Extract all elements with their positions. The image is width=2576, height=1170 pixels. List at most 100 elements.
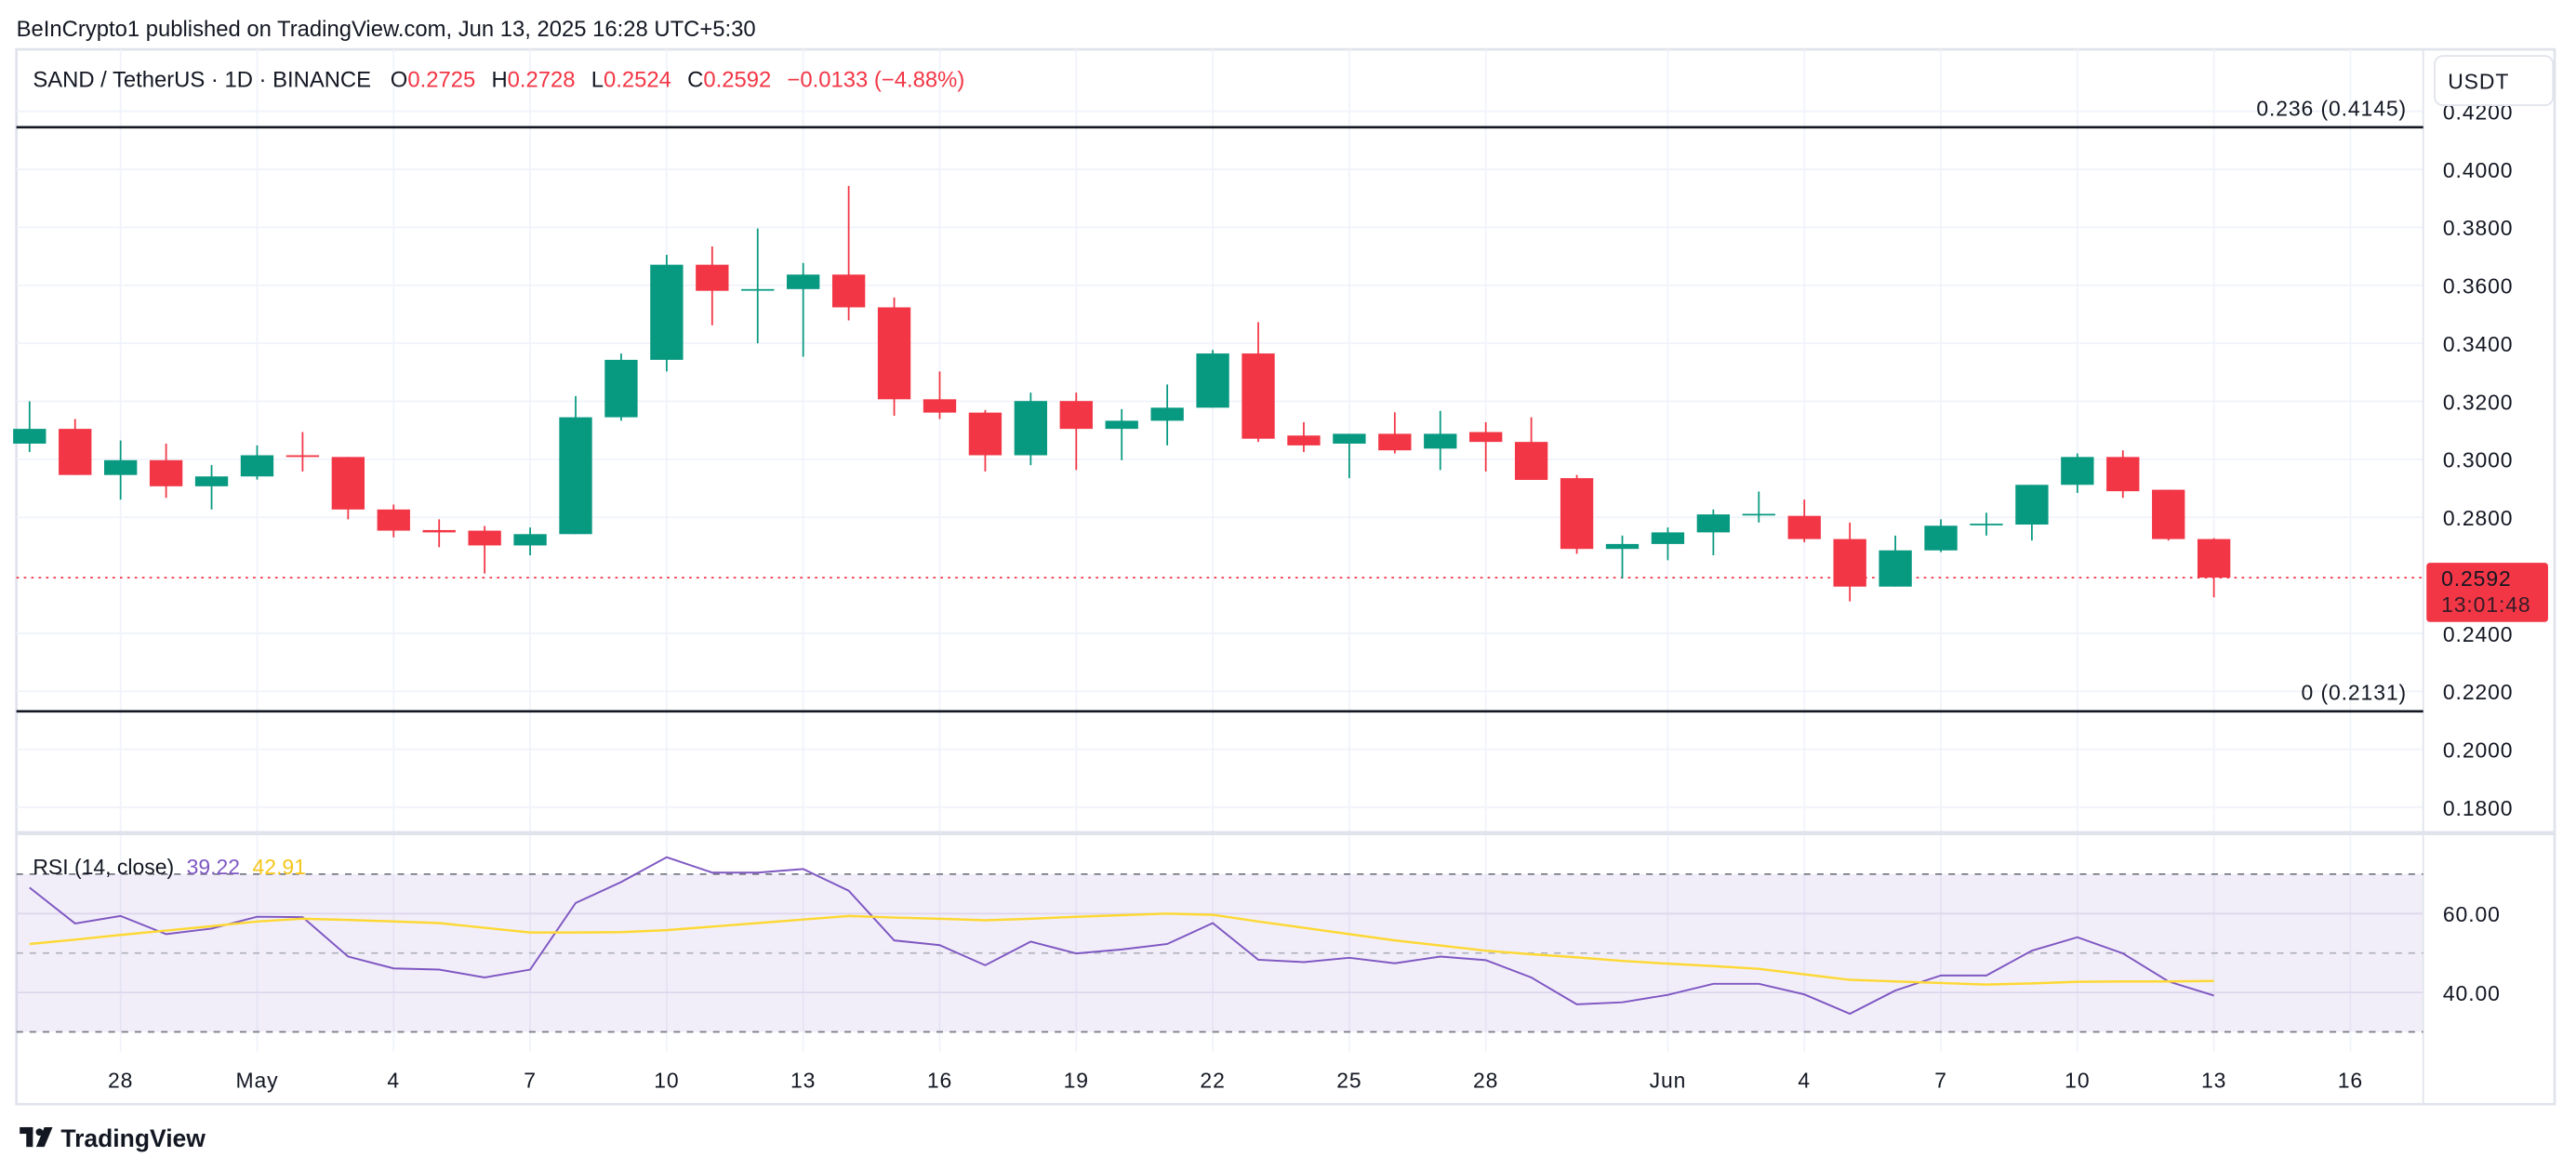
time-tick: 7 bbox=[524, 1069, 537, 1093]
time-tick: 4 bbox=[1798, 1069, 1811, 1093]
candle-body bbox=[1333, 433, 1366, 445]
tradingview-logo-icon bbox=[20, 1126, 53, 1148]
open-label: O bbox=[391, 68, 408, 93]
time-tick: Jun bbox=[1650, 1069, 1687, 1093]
time-tick: 28 bbox=[108, 1069, 133, 1093]
close-value: 0.2592 bbox=[703, 68, 771, 93]
candle-body bbox=[1924, 525, 1958, 551]
candle bbox=[1242, 322, 1275, 443]
price-tick: 0.3800 bbox=[2443, 216, 2514, 240]
time-tick: 16 bbox=[2338, 1069, 2363, 1093]
rsi-band-fill bbox=[16, 873, 2423, 1032]
candle bbox=[1150, 384, 1184, 445]
candle-body bbox=[1150, 407, 1184, 421]
candle bbox=[1605, 535, 1640, 579]
time-tick: 10 bbox=[2065, 1069, 2090, 1093]
candles bbox=[13, 185, 2231, 602]
candle-body bbox=[13, 429, 46, 445]
rsi-line bbox=[29, 856, 2214, 1016]
currency-button[interactable]: USDT bbox=[2434, 55, 2555, 107]
currency-label: USDT bbox=[2448, 69, 2509, 93]
time-tick: 10 bbox=[654, 1069, 679, 1093]
candle bbox=[422, 519, 456, 548]
candle bbox=[377, 504, 410, 538]
candle bbox=[1560, 474, 1594, 554]
candle-body bbox=[194, 476, 229, 486]
candle bbox=[1014, 392, 1048, 466]
rsi-tick: 40.00 bbox=[2443, 981, 2501, 1005]
candle-body bbox=[149, 459, 183, 486]
candle bbox=[2197, 538, 2231, 598]
candle bbox=[1287, 421, 1321, 453]
candle bbox=[13, 401, 46, 453]
high-label: H bbox=[491, 68, 507, 93]
candle-body bbox=[1742, 513, 1775, 516]
candle bbox=[741, 228, 775, 344]
candle bbox=[923, 371, 957, 419]
candle bbox=[240, 445, 274, 480]
countdown: 13:01:48 bbox=[2441, 592, 2530, 617]
rsi-ma-line bbox=[29, 912, 2214, 986]
candle bbox=[1059, 392, 1093, 471]
candle-body bbox=[831, 274, 866, 308]
candle bbox=[513, 527, 547, 556]
candle bbox=[787, 262, 820, 357]
candle-body bbox=[1560, 478, 1594, 550]
candle bbox=[1378, 412, 1412, 454]
candle-body bbox=[1514, 442, 1548, 480]
candle-body bbox=[2152, 489, 2185, 539]
candle bbox=[968, 409, 1003, 472]
price-tick: 0.2000 bbox=[2443, 738, 2514, 762]
candle-body bbox=[2106, 457, 2140, 492]
candle bbox=[2061, 453, 2094, 494]
candle-body bbox=[787, 274, 820, 289]
candle-body bbox=[59, 429, 92, 475]
candle-body bbox=[2197, 538, 2231, 578]
tradingview-logo[interactable]: TradingView bbox=[20, 1124, 206, 1152]
candle bbox=[1696, 509, 1731, 556]
candle-body bbox=[240, 455, 274, 477]
candle bbox=[149, 444, 183, 499]
time-tick: 16 bbox=[927, 1069, 952, 1093]
candle-body bbox=[1469, 432, 1503, 443]
candle bbox=[1514, 417, 1548, 480]
price-tick: 0.2800 bbox=[2443, 506, 2514, 530]
candle-body bbox=[559, 417, 592, 535]
last-price-value: 0.2592 bbox=[2441, 566, 2512, 591]
price-tick: 0.2400 bbox=[2443, 622, 2514, 646]
chart-frame bbox=[15, 47, 2556, 1106]
time-tick: 28 bbox=[1473, 1069, 1498, 1093]
time-tick: 22 bbox=[1200, 1069, 1225, 1093]
candle-body bbox=[2061, 457, 2094, 485]
candle-body bbox=[285, 455, 320, 458]
time-tick: 19 bbox=[1064, 1069, 1089, 1093]
price-axis[interactable]: 0.42000.40000.38000.36000.34000.32000.30… bbox=[2443, 100, 2514, 1005]
price-tick: 0.1800 bbox=[2443, 796, 2514, 820]
candle bbox=[2015, 485, 2049, 541]
candle-body bbox=[513, 534, 547, 546]
candle-body bbox=[1105, 420, 1138, 430]
time-tick: 7 bbox=[1934, 1069, 1947, 1093]
candle bbox=[2106, 450, 2140, 499]
candle-body bbox=[1014, 401, 1048, 456]
fib-label: 0.236 (0.4145) bbox=[2256, 96, 2407, 120]
candle-body bbox=[1605, 543, 1640, 550]
candle-body bbox=[331, 457, 365, 510]
candle bbox=[2152, 489, 2185, 541]
candle-body bbox=[2015, 485, 2049, 525]
candle bbox=[604, 353, 638, 421]
candle bbox=[59, 419, 92, 475]
candle-body bbox=[422, 529, 456, 533]
candle-body bbox=[104, 459, 138, 475]
time-axis[interactable]: 28 May 4 7 10 13 16 19 22 25 28 Jun 4 7 10 13 16 bbox=[108, 1069, 2363, 1093]
candle-body bbox=[923, 399, 957, 413]
symbol-name: SAND / TetherUS · 1D · BINANCE bbox=[33, 68, 371, 93]
time-tick: 13 bbox=[790, 1069, 816, 1093]
candle-body bbox=[1879, 550, 1912, 587]
grid bbox=[16, 49, 2423, 1052]
time-tick: May bbox=[235, 1069, 278, 1093]
candle bbox=[194, 465, 229, 510]
candle bbox=[1833, 522, 1866, 602]
time-tick: 25 bbox=[1336, 1069, 1361, 1093]
